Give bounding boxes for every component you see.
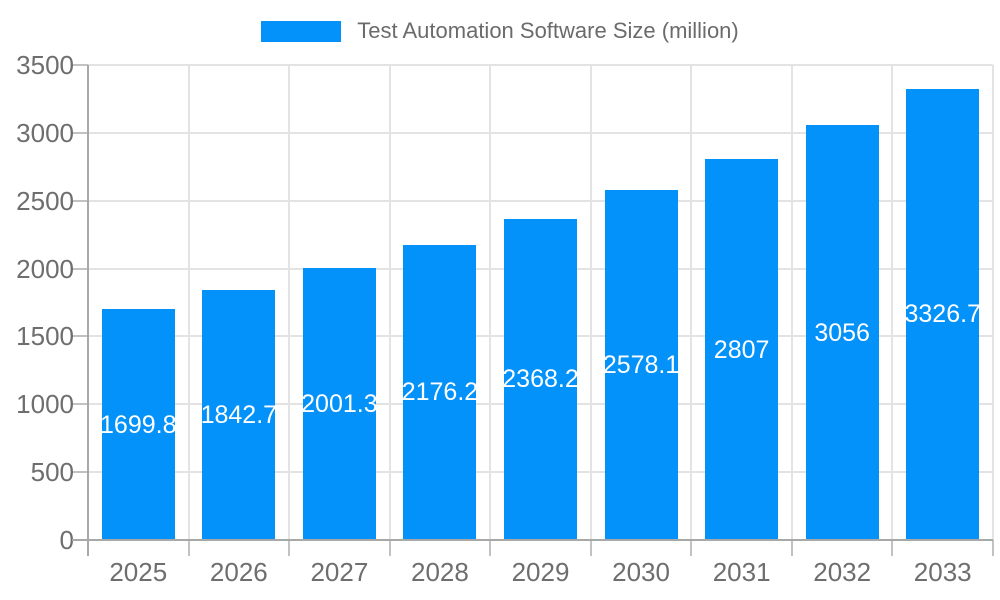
y-axis-tick-label: 1500: [16, 321, 74, 352]
bar-2025[interactable]: 1699.8: [100, 309, 177, 540]
y-axis-tick-label: 2000: [16, 253, 74, 284]
gridline-horizontal: [88, 199, 993, 202]
y-axis-tick-label: 2500: [16, 185, 74, 216]
gridline-vertical: [288, 65, 291, 540]
bar-2029[interactable]: 2368.2: [502, 218, 579, 540]
x-axis-tick: [187, 540, 190, 556]
gridline-vertical: [489, 65, 492, 540]
bar-2030[interactable]: 2578.1: [602, 190, 680, 540]
y-axis-tick-label: 3500: [16, 50, 74, 80]
y-axis-tick: [72, 131, 88, 134]
legend[interactable]: Test Automation Software Size (million): [0, 18, 1000, 44]
gridline-vertical: [891, 65, 894, 540]
gridline-vertical: [690, 65, 693, 540]
y-axis-tick: [72, 199, 88, 202]
bar-value-label: 2368.2: [502, 365, 579, 394]
legend-label: Test Automation Software Size (million): [357, 18, 739, 43]
x-axis-line: [72, 539, 993, 541]
bar-value-label: 1842.7: [200, 400, 278, 429]
bar-value-label: 2176.2: [401, 378, 479, 407]
bar-2028[interactable]: 2176.2: [401, 244, 479, 540]
x-axis-tick: [992, 540, 994, 556]
bar-value-label: 3056: [814, 318, 870, 347]
y-axis-tick: [72, 267, 88, 270]
bar-value-label: 3326.7: [904, 300, 981, 329]
x-axis-tick-label: 2026: [209, 557, 268, 587]
y-axis-line: [87, 65, 89, 556]
gridline-vertical: [992, 65, 994, 540]
gridline-horizontal: [88, 64, 993, 66]
x-axis-tick-label: 2031: [712, 557, 771, 587]
legend-swatch-icon: [261, 20, 342, 42]
x-axis-tick-label: 2027: [310, 557, 369, 587]
bar-value-label: 2807: [713, 335, 770, 364]
bar-2033[interactable]: 3326.7: [904, 88, 981, 540]
bar-2031[interactable]: 2807: [705, 159, 779, 540]
bar-2032[interactable]: 3056: [805, 125, 879, 540]
gridline-vertical: [790, 65, 793, 540]
x-axis-tick: [891, 540, 894, 556]
bar-2026[interactable]: 1842.7: [200, 289, 278, 540]
gridline-vertical: [187, 65, 190, 540]
x-axis-tick: [288, 540, 291, 556]
y-axis-tick: [72, 64, 88, 66]
x-axis-tick-label: 2033: [913, 557, 972, 587]
x-axis-tick-label: 2030: [612, 557, 670, 587]
x-axis-tick-label: 2032: [813, 557, 872, 587]
x-axis-tick: [489, 540, 492, 556]
bar-value-label: 1699.8: [100, 410, 177, 439]
x-axis-tick-label: 2025: [109, 557, 168, 587]
plot-area: 1699.8 1842.7 2001.3 2176.2 2368.2 2578.1 2807…: [88, 64, 994, 540]
x-axis-tick: [790, 540, 793, 556]
y-axis-tick-label: 500: [30, 457, 74, 488]
gridline-horizontal: [88, 131, 993, 134]
x-axis-tick: [388, 540, 391, 556]
y-axis-tick: [72, 403, 88, 406]
y-axis-tick-label: 3000: [16, 117, 74, 148]
y-axis-tick-label: 1000: [16, 389, 74, 420]
bar-value-label: 2578.1: [602, 351, 680, 380]
y-axis-tick: [72, 471, 88, 474]
y-axis-tick: [72, 335, 88, 338]
x-axis-tick: [589, 540, 592, 556]
gridline-vertical: [589, 65, 592, 540]
y-axis-tick-label: 0: [59, 525, 74, 555]
gridline-vertical: [388, 65, 391, 540]
x-axis-tick-label: 2028: [411, 557, 469, 587]
x-axis-tick-label: 2029: [511, 557, 570, 587]
bar-2027[interactable]: 2001.3: [301, 268, 378, 540]
x-axis-tick: [690, 540, 693, 556]
bar-value-label: 2001.3: [301, 390, 378, 419]
